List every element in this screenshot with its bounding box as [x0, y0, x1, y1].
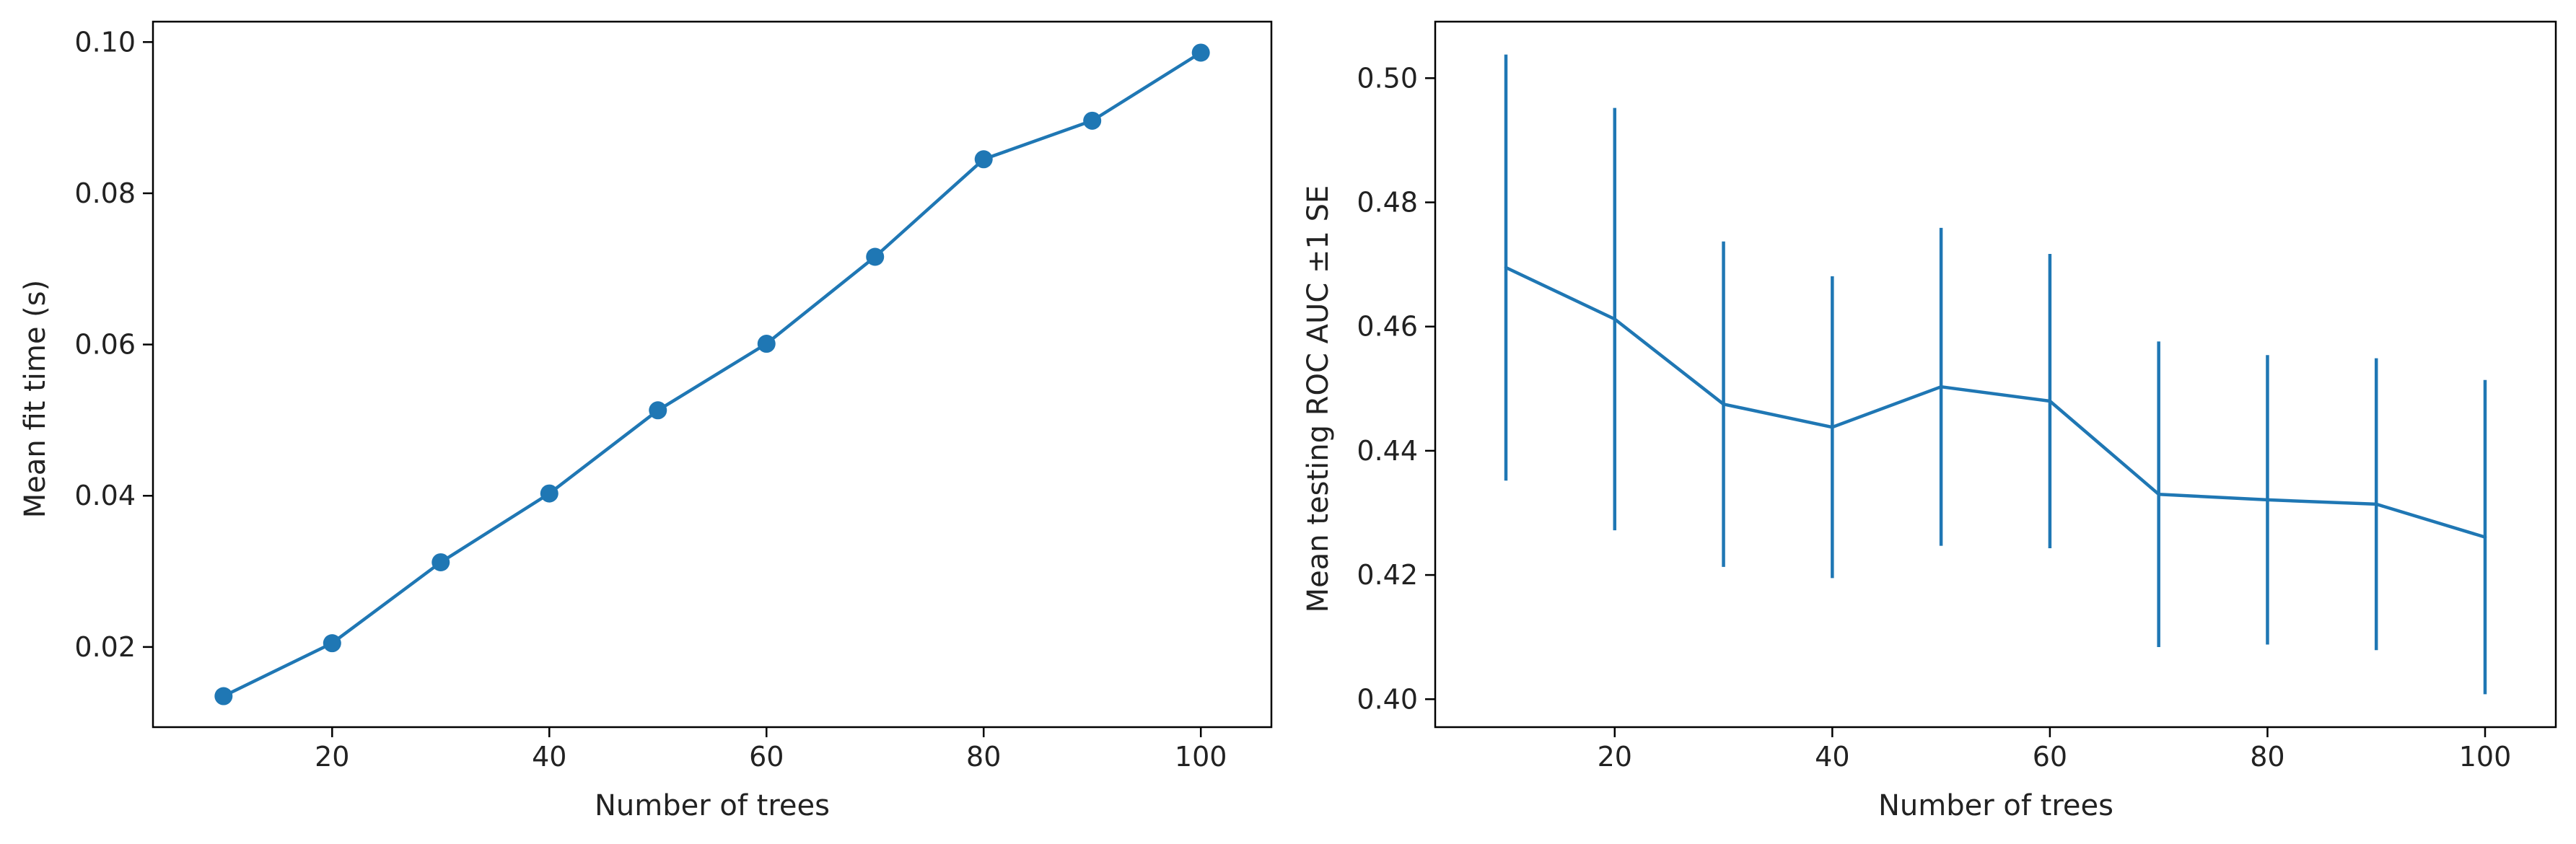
- data-point: [1083, 111, 1102, 130]
- data-point: [974, 150, 993, 169]
- y-tick-label: 0.10: [74, 26, 136, 58]
- x-tick-label: 60: [2033, 741, 2067, 773]
- data-point: [1191, 43, 1210, 62]
- x-axis-label: Number of trees: [595, 789, 830, 822]
- y-tick-label: 0.40: [1357, 683, 1418, 715]
- x-tick-label: 100: [1175, 741, 1227, 773]
- y-tick-label: 0.06: [74, 329, 136, 361]
- y-tick-label: 0.08: [74, 177, 136, 209]
- data-point: [323, 634, 341, 653]
- data-point: [431, 553, 450, 571]
- x-tick-label: 80: [966, 741, 1001, 773]
- plot-frame: [1434, 20, 2557, 729]
- x-axis-label: Number of trees: [1878, 789, 2113, 822]
- y-tick-label: 0.42: [1357, 559, 1418, 591]
- y-tick-label: 0.02: [74, 631, 136, 663]
- roc-auc-chart: Number of trees Mean testing ROC AUC ±1 …: [1302, 20, 2557, 822]
- fit-time-chart: Number of trees Mean fit time (s) 20 40 60…: [19, 20, 1273, 822]
- x-tick-label: 100: [2459, 741, 2512, 773]
- series-line: [1504, 265, 2487, 539]
- series-line: [222, 50, 1203, 698]
- data-point: [757, 335, 776, 353]
- x-tick-label: 20: [315, 741, 349, 773]
- x-tick-label: 40: [1815, 741, 1849, 773]
- data-point: [866, 247, 885, 266]
- plot-frame: [152, 20, 1273, 729]
- data-point: [649, 401, 667, 420]
- y-tick-label: 0.48: [1357, 187, 1418, 219]
- x-tick-label: 40: [532, 741, 566, 773]
- y-tick-label: 0.46: [1357, 311, 1418, 343]
- x-tick-label: 20: [1598, 741, 1632, 773]
- y-tick-label: 0.50: [1357, 62, 1418, 94]
- y-axis-label: Mean testing ROC AUC ±1 SE: [1302, 185, 1335, 613]
- y-axis-label: Mean fit time (s): [19, 280, 52, 518]
- data-point: [540, 484, 558, 503]
- y-tick-label: 0.04: [74, 480, 136, 511]
- y-tick-label: 0.44: [1357, 435, 1418, 467]
- x-tick-label: 80: [2250, 741, 2284, 773]
- x-tick-label: 60: [749, 741, 784, 773]
- data-point: [214, 687, 233, 705]
